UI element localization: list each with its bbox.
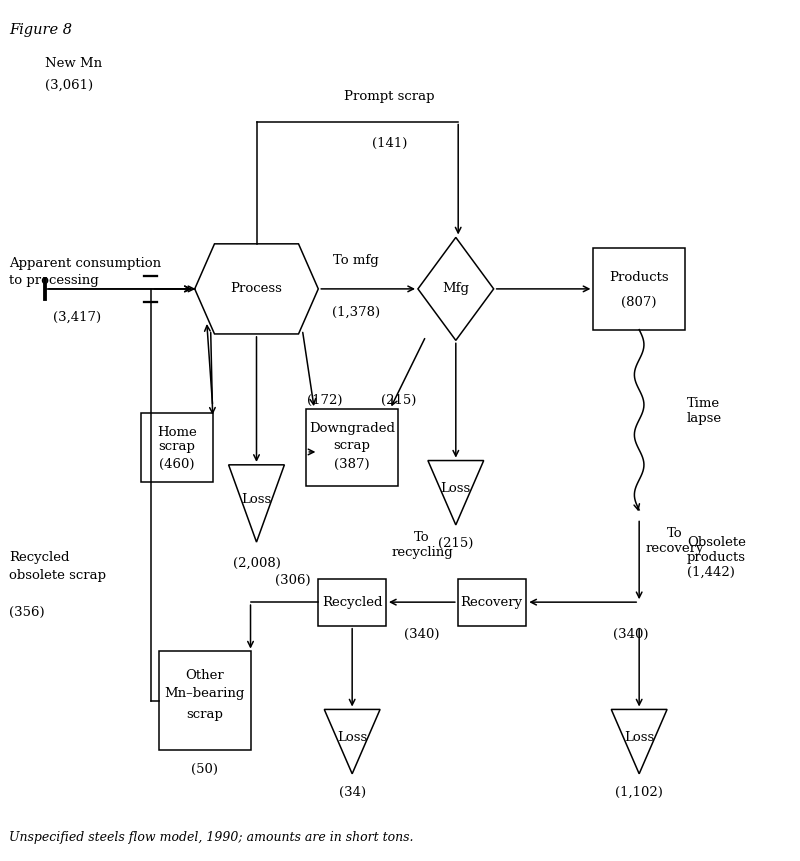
Text: To mfg: To mfg — [334, 255, 379, 268]
Text: Home: Home — [157, 425, 197, 439]
Text: to processing: to processing — [10, 274, 99, 288]
Text: (356): (356) — [10, 606, 45, 619]
Text: Time
lapse: Time lapse — [687, 397, 722, 425]
Text: scrap: scrap — [334, 438, 370, 451]
Text: Unspecified steels flow model, 1990; amounts are in short tons.: Unspecified steels flow model, 1990; amo… — [10, 831, 414, 844]
Text: To
recovery: To recovery — [646, 527, 704, 555]
Bar — [318, 579, 386, 626]
Text: Loss: Loss — [242, 492, 272, 505]
Text: (1,102): (1,102) — [615, 786, 663, 799]
Text: (172): (172) — [306, 393, 342, 406]
Bar — [159, 652, 250, 750]
Text: (141): (141) — [371, 137, 407, 150]
Bar — [306, 409, 398, 486]
Text: Loss: Loss — [624, 731, 654, 744]
Text: Process: Process — [230, 282, 282, 295]
Text: Obsolete
products
(1,442): Obsolete products (1,442) — [687, 536, 746, 579]
Text: (387): (387) — [334, 457, 370, 470]
Text: (1,378): (1,378) — [332, 306, 380, 319]
Bar — [594, 248, 685, 330]
Text: (215): (215) — [438, 537, 474, 550]
Text: Recovery: Recovery — [461, 596, 522, 609]
Text: To
recycling: To recycling — [391, 531, 453, 560]
Text: (3,417): (3,417) — [54, 310, 102, 324]
Text: Figure 8: Figure 8 — [10, 23, 72, 37]
Text: Prompt scrap: Prompt scrap — [344, 90, 434, 102]
Text: (50): (50) — [191, 763, 218, 776]
Text: (340): (340) — [404, 628, 440, 641]
Text: (807): (807) — [622, 296, 657, 309]
Text: (460): (460) — [159, 457, 194, 470]
Text: (2,008): (2,008) — [233, 557, 281, 570]
Text: New Mn: New Mn — [46, 57, 102, 71]
Text: Recycled: Recycled — [10, 550, 70, 563]
Text: Apparent consumption: Apparent consumption — [10, 257, 162, 270]
Text: obsolete scrap: obsolete scrap — [10, 568, 106, 581]
Text: Recycled: Recycled — [322, 596, 382, 609]
Bar — [141, 413, 213, 482]
Text: scrap: scrap — [186, 708, 223, 721]
Text: Products: Products — [610, 271, 669, 284]
Text: (340): (340) — [614, 628, 649, 641]
Text: (215): (215) — [381, 393, 416, 406]
Text: (34): (34) — [338, 786, 366, 799]
Bar — [458, 579, 526, 626]
Text: Other: Other — [186, 669, 224, 682]
Text: Loss: Loss — [441, 482, 471, 495]
Text: scrap: scrap — [158, 440, 195, 453]
Text: Mfg: Mfg — [442, 282, 470, 295]
Text: (3,061): (3,061) — [46, 78, 94, 91]
Text: Loss: Loss — [337, 731, 367, 744]
Text: Downgraded: Downgraded — [309, 422, 395, 436]
Text: (306): (306) — [274, 573, 310, 586]
Text: Mn–bearing: Mn–bearing — [165, 687, 245, 701]
